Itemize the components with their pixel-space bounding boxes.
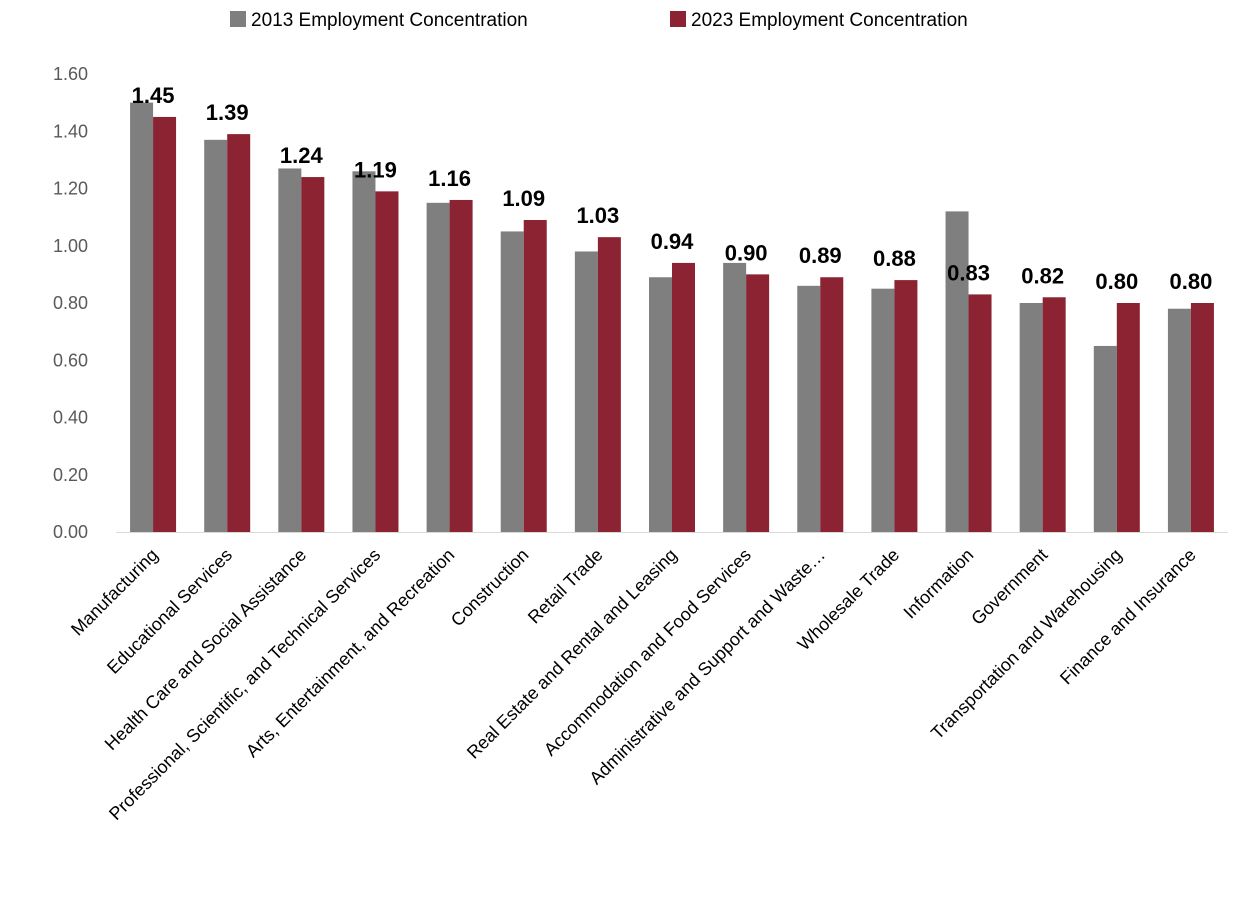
bars xyxy=(130,102,1214,533)
bar-2013 xyxy=(352,171,376,532)
data-label-2023: 1.39 xyxy=(206,100,249,125)
y-tick-label: 1.00 xyxy=(53,236,88,256)
data-label-2023: 0.94 xyxy=(651,229,695,254)
bar-2013 xyxy=(797,285,821,532)
y-tick-label: 0.40 xyxy=(53,408,88,428)
data-label-2023: 0.83 xyxy=(947,260,990,285)
data-label-2023: 1.24 xyxy=(280,143,324,168)
legend-swatch-2023 xyxy=(670,11,686,27)
x-tick-label: Educational Services xyxy=(103,545,236,678)
bar-2013 xyxy=(723,262,747,532)
bar-2023 xyxy=(523,219,547,533)
bar-2023 xyxy=(227,134,251,533)
x-tick-label: Finance and Insurance xyxy=(1056,545,1200,689)
bar-2013 xyxy=(204,139,228,532)
bar-2023 xyxy=(968,294,992,532)
y-tick-label: 0.60 xyxy=(53,350,88,370)
data-label-2023: 1.45 xyxy=(132,83,175,108)
legend-swatch-2013 xyxy=(230,11,246,27)
x-tick-label: Retail Trade xyxy=(524,545,607,628)
bar-2023 xyxy=(1042,297,1066,532)
bar-2013 xyxy=(649,277,672,532)
data-label-2023: 0.82 xyxy=(1021,263,1064,288)
data-label-2023: 1.16 xyxy=(428,166,471,191)
bar-2023 xyxy=(1190,303,1214,532)
bar-2013 xyxy=(278,168,302,532)
legend-label-2023: 2023 Employment Concentration xyxy=(691,10,968,31)
bar-2013 xyxy=(945,211,969,532)
bar-2023 xyxy=(672,262,695,532)
data-label-2023: 0.80 xyxy=(1095,269,1138,294)
bar-2013 xyxy=(871,288,895,532)
data-label-2023: 0.88 xyxy=(873,246,916,271)
data-labels: 1.45 1.39 1.24 1.19 1.16 1.09 1.03 0.94 0.90 0.89… xyxy=(132,83,1213,294)
data-label-2023: 1.19 xyxy=(354,157,397,182)
x-tick-label: Professional, Scientific, and Technical … xyxy=(105,545,384,824)
legend: 2013 Employment Concentration 2023 Emplo… xyxy=(230,10,968,31)
data-label-2023: 0.80 xyxy=(1170,269,1213,294)
legend-label-2013: 2013 Employment Concentration xyxy=(251,10,528,31)
bar-2013 xyxy=(426,202,450,532)
bar-2013 xyxy=(1093,345,1117,532)
y-tick-label: 1.20 xyxy=(53,179,88,199)
y-tick-label: 1.40 xyxy=(53,121,88,141)
bar-2013 xyxy=(500,231,524,532)
bar-2023 xyxy=(375,191,399,533)
bar-2023 xyxy=(449,199,473,532)
y-axis: 0.00 0.20 0.40 0.60 0.80 1.00 1.20 1.40 1.60 xyxy=(53,64,88,542)
bar-2013 xyxy=(574,251,598,532)
data-label-2023: 0.90 xyxy=(725,240,768,265)
y-tick-label: 0.80 xyxy=(53,293,88,313)
y-tick-label: 0.20 xyxy=(53,465,88,485)
bar-2023 xyxy=(597,237,621,532)
bar-2023 xyxy=(746,274,770,532)
data-label-2023: 1.09 xyxy=(502,186,545,211)
data-label-2023: 0.89 xyxy=(799,243,842,268)
bar-2013 xyxy=(1167,308,1191,532)
y-tick-label: 1.60 xyxy=(53,64,88,84)
bar-2023 xyxy=(1116,303,1140,532)
x-tick-label: Information xyxy=(900,545,978,623)
y-tick-label: 0.00 xyxy=(53,522,88,542)
bar-2023 xyxy=(301,177,325,533)
x-tick-label: Construction xyxy=(447,545,533,631)
bar-2023 xyxy=(153,116,177,532)
bar-2013 xyxy=(130,102,154,532)
bar-2023 xyxy=(894,280,918,532)
bar-2013 xyxy=(1019,303,1043,532)
data-label-2023: 1.03 xyxy=(576,203,619,228)
bar-2023 xyxy=(820,277,844,532)
